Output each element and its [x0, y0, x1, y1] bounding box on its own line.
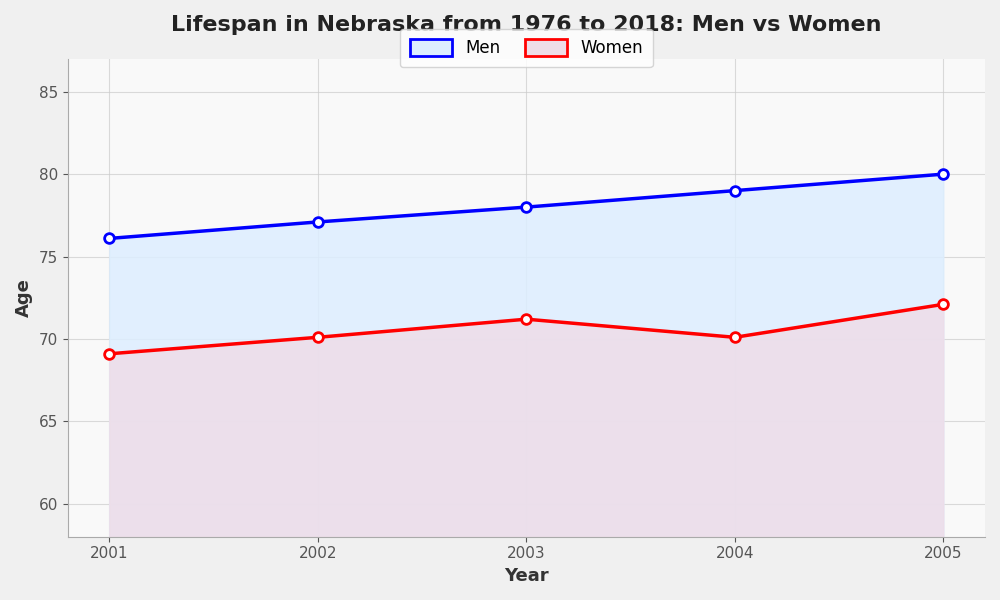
Title: Lifespan in Nebraska from 1976 to 2018: Men vs Women: Lifespan in Nebraska from 1976 to 2018: …	[171, 15, 882, 35]
X-axis label: Year: Year	[504, 567, 549, 585]
Y-axis label: Age: Age	[15, 278, 33, 317]
Legend: Men, Women: Men, Women	[400, 29, 653, 67]
